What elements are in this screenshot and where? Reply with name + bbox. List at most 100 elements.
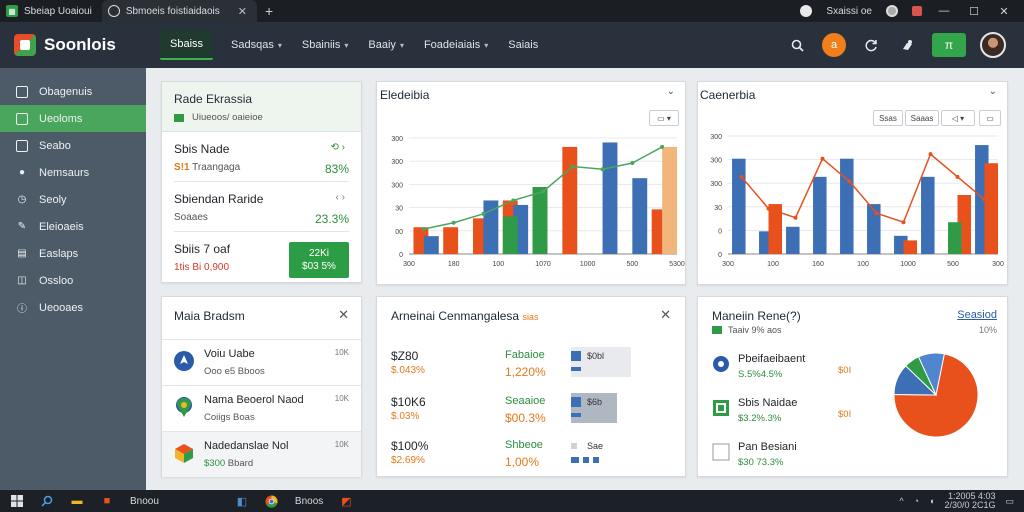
windows-start-icon[interactable] bbox=[10, 494, 24, 508]
finance-row[interactable]: $10K6 $.03% Seaaioe $00.3% $6b bbox=[391, 393, 671, 439]
browser-tab-active[interactable]: Sbmoeis foistiaidaois ✕ bbox=[101, 0, 257, 22]
nav-item-5[interactable]: Saiais bbox=[508, 39, 539, 51]
list-item[interactable]: Voiu Uabe Ooo e5 Bboos 10K bbox=[162, 339, 361, 385]
flag-icon bbox=[174, 113, 184, 122]
sidebar-item-1[interactable]: Ueoloms bbox=[0, 105, 146, 132]
x-tick-label: 500 bbox=[626, 261, 638, 268]
summary-card: Rade Ekrassia Uiueoos/ oaieioe Sbis Nade… bbox=[161, 81, 362, 283]
sidebar-item-8[interactable]: ⓘ Ueooaes bbox=[17, 301, 84, 316]
y-tick-label: 30 bbox=[395, 206, 403, 213]
nav-item-4[interactable]: Foadeiaiais ▾ bbox=[423, 39, 489, 51]
chart-menu-button[interactable]: ▭ ▾ bbox=[649, 110, 679, 126]
taskbar-app-label[interactable]: Bnoos bbox=[294, 495, 324, 507]
chevron-down-icon[interactable]: ⌄ bbox=[988, 86, 997, 97]
nav-item-2[interactable]: Sbainiis ▾ bbox=[301, 39, 349, 51]
finance-row[interactable]: $100% $2.69% Shbeoe 1,00% Sae bbox=[391, 439, 604, 469]
extension-icon[interactable] bbox=[886, 5, 898, 17]
sidebar-item-0[interactable]: Obagenuis bbox=[0, 78, 146, 105]
new-tab-button[interactable]: + bbox=[264, 3, 274, 19]
location-icon bbox=[174, 351, 194, 371]
bar bbox=[786, 226, 800, 254]
kpi-arrows-icon[interactable]: ‹ › bbox=[335, 192, 345, 203]
chart-filter-button[interactable]: ▭ bbox=[979, 110, 1001, 126]
close-window-button[interactable]: ✕ bbox=[999, 5, 1009, 18]
x-tick-label: 100 bbox=[857, 261, 869, 268]
checkbox-icon[interactable] bbox=[712, 443, 730, 461]
nav-item-0[interactable]: Sbaiss bbox=[160, 30, 214, 60]
tab-close-icon[interactable]: ✕ bbox=[237, 5, 247, 18]
kpi-row[interactable]: Sbis Nade ⟲ › S!1 Traangaga 83% bbox=[174, 134, 349, 182]
taskbar: ▬ ■ Bnoou ◧ Bnoos ◩ ^ ◔ ◖ 1:2005 4:03 2/… bbox=[0, 490, 1024, 512]
settings-icon[interactable] bbox=[896, 34, 918, 56]
profile-icon[interactable] bbox=[800, 5, 813, 17]
store-icon[interactable]: ◧ bbox=[236, 495, 248, 508]
browser-tab[interactable]: ▦ Sbeiap Uoaioui bbox=[0, 0, 102, 22]
list-card-title: Maia Bradsm bbox=[174, 309, 245, 323]
list-item[interactable]: Nadedanslae Nol $300 Bbard 10K bbox=[162, 431, 361, 477]
taskbar-app-label[interactable]: Bnoou bbox=[130, 495, 159, 507]
y-tick-label: 00 bbox=[395, 229, 403, 236]
search-icon[interactable] bbox=[786, 34, 808, 56]
search-icon[interactable] bbox=[40, 494, 54, 508]
sidebar-item-6[interactable]: ▤ Easlaps bbox=[17, 247, 79, 260]
notification-icon[interactable]: ▭ bbox=[1005, 495, 1014, 506]
line-point bbox=[928, 152, 933, 157]
folder-icon[interactable]: ▬ bbox=[71, 495, 83, 507]
kpi-row[interactable]: Sbiis 7 oaf 1tis Bi 0,900 bbox=[174, 234, 349, 282]
list-item[interactable]: Nama Beoerol Naod Coiigs Boas 10K bbox=[162, 385, 361, 431]
finance-row[interactable]: $Z80 $.043% Fabaioe 1,220% $0bl bbox=[391, 347, 671, 393]
kpi-green-badge[interactable]: 22Ki $03 5% bbox=[289, 242, 349, 278]
kpi-badge-bottom: $03 5% bbox=[302, 261, 336, 272]
line-point bbox=[630, 160, 635, 165]
nav-item-3[interactable]: Baaiy ▾ bbox=[368, 39, 404, 51]
market-row[interactable]: Pbeifaeibaent S.5%4.5% $0I bbox=[710, 351, 995, 393]
clock-date[interactable]: 2/30/0 2C1G bbox=[944, 500, 996, 510]
close-icon[interactable]: ✕ bbox=[660, 307, 671, 322]
action-button[interactable]: π bbox=[932, 33, 966, 57]
chart-filter-button[interactable]: ◁ ▾ bbox=[941, 110, 975, 126]
volume-icon[interactable]: ◖ bbox=[929, 496, 935, 506]
nav-item-1[interactable]: Sadsqas ▾ bbox=[231, 39, 282, 51]
chrome-icon[interactable] bbox=[265, 494, 279, 508]
extension-red-icon[interactable] bbox=[912, 6, 922, 16]
app-icon[interactable]: ■ bbox=[103, 495, 111, 507]
market-row[interactable]: Sbis Naidae $3.2%.3% $0I bbox=[710, 395, 995, 437]
close-icon[interactable]: ✕ bbox=[338, 307, 349, 322]
mini-bar bbox=[571, 367, 581, 371]
user-avatar[interactable] bbox=[980, 32, 1006, 58]
line-point bbox=[847, 179, 852, 184]
profile-label[interactable]: Sxaissi oe bbox=[826, 5, 872, 17]
minimize-button[interactable]: — bbox=[938, 5, 950, 17]
sidebar-item-4[interactable]: ◷ Seoly bbox=[17, 193, 67, 206]
chevron-up-icon[interactable]: ^ bbox=[899, 496, 904, 506]
chevron-down-icon[interactable]: ⌄ bbox=[666, 86, 675, 97]
sidebar-item-7[interactable]: ◫ Ossloo bbox=[17, 274, 74, 287]
line-point bbox=[901, 220, 906, 225]
chevron-down-icon: ▾ bbox=[344, 40, 349, 50]
list-card: Maia Bradsm ✕ Voiu Uabe Ooo e5 Bboos 10K… bbox=[161, 296, 362, 477]
x-tick-label: 300 bbox=[403, 261, 415, 268]
chart-filter-button[interactable]: Ssas bbox=[873, 110, 903, 126]
sidebar-item-3[interactable]: ● Nemsaurs bbox=[0, 159, 146, 186]
market-row[interactable]: Pan Besiani $30 73.3% bbox=[710, 439, 995, 481]
chart-filter-button[interactable]: Saaas bbox=[905, 110, 939, 126]
brand-name: Soonlois bbox=[44, 35, 116, 54]
sidebar-item-5[interactable]: ✎ Eleioaeis bbox=[17, 220, 84, 233]
sidebar-item-2[interactable]: Seabo bbox=[0, 132, 146, 159]
app-icon[interactable]: ◩ bbox=[341, 495, 352, 508]
brand[interactable]: Soonlois bbox=[0, 34, 146, 56]
line-point bbox=[820, 156, 825, 161]
y-tick-label: 0 bbox=[399, 252, 403, 259]
notification-button[interactable]: a bbox=[822, 33, 846, 57]
line-point bbox=[451, 220, 456, 225]
clock-time[interactable]: 1:2005 4:03 bbox=[947, 491, 996, 501]
kpi-arrows-icon[interactable]: ⟲ › bbox=[330, 142, 346, 153]
kpi-row[interactable]: Sbiendan Raride ‹ › Soaaes 23.3% bbox=[174, 184, 349, 232]
maximize-button[interactable]: ☐ bbox=[969, 5, 979, 18]
market-link[interactable]: Seasiod bbox=[957, 309, 997, 321]
bar bbox=[984, 163, 998, 254]
line-point bbox=[481, 211, 486, 216]
network-icon[interactable]: ◔ bbox=[913, 496, 919, 506]
bar bbox=[502, 216, 518, 254]
refresh-icon[interactable] bbox=[860, 34, 882, 56]
